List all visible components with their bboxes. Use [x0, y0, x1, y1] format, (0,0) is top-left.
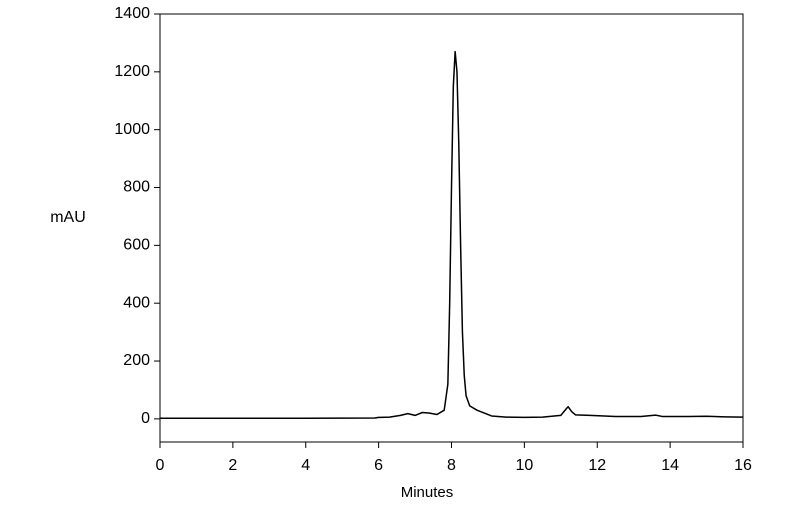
y-axis-label: mAU [50, 209, 86, 226]
y-tick-label: 800 [123, 179, 150, 196]
y-tick-label: 1400 [114, 5, 150, 22]
y-tick-label: 200 [123, 352, 150, 369]
x-tick-label: 12 [588, 457, 606, 474]
y-tick-label: 1000 [114, 121, 150, 138]
x-tick-label: 16 [734, 457, 752, 474]
x-axis-label: Minutes [401, 484, 454, 501]
chromatogram-line [160, 50, 744, 420]
y-tick-label: 400 [123, 294, 150, 311]
x-tick-label: 10 [515, 457, 533, 474]
y-tick-label: 0 [141, 410, 150, 427]
x-tick-label: 6 [374, 457, 383, 474]
x-tick-label: 2 [228, 457, 237, 474]
y-tick-label: 1200 [114, 63, 150, 80]
x-tick-label: 4 [301, 457, 310, 474]
x-tick-label: 0 [156, 457, 165, 474]
x-tick-label: 8 [447, 457, 456, 474]
x-tick-label: 14 [661, 457, 679, 474]
y-tick-label: 600 [123, 237, 150, 254]
